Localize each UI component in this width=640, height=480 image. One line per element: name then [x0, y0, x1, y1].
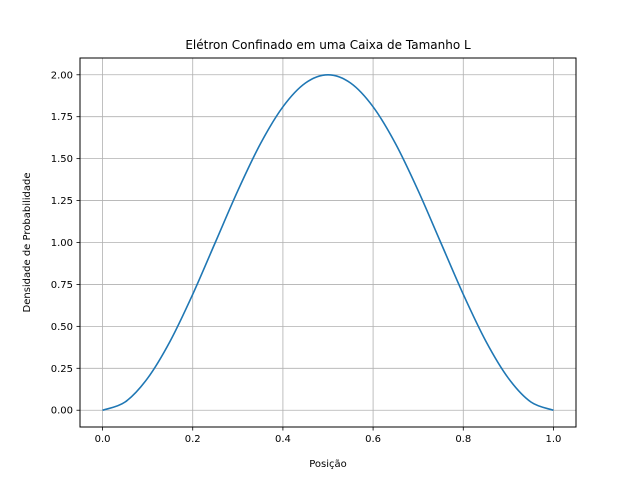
y-tick-label: 1.50: [51, 154, 73, 165]
x-tick-label: 0.6: [365, 434, 381, 445]
x-tick-label: 0.0: [95, 434, 111, 445]
x-tick-label: 0.8: [455, 434, 471, 445]
y-tick-label: 0.00: [51, 406, 73, 417]
y-tick-label: 0.75: [51, 280, 73, 291]
chart-title: Elétron Confinado em uma Caixa de Tamanh…: [185, 38, 471, 52]
y-tick-label: 0.50: [51, 322, 73, 333]
x-tick-label: 0.4: [275, 434, 291, 445]
x-tick-label: 1.0: [546, 434, 562, 445]
ticks: 0.0 0.2 0.4 0.6 0.8 1.0 0.00 0.25 0.50 0.75 1.00 1.…: [51, 70, 562, 445]
y-tick-label: 0.25: [51, 364, 73, 375]
y-tick-label: 1.75: [51, 112, 73, 123]
y-tick-label: 1.25: [51, 196, 73, 207]
y-tick-label: 2.00: [51, 70, 73, 81]
series-layer: [102, 73, 554, 411]
y-tick-label: 1.00: [51, 238, 73, 249]
series-line: [102, 73, 554, 411]
x-tick-label: 0.2: [185, 434, 201, 445]
x-axis-label: Posição: [309, 459, 347, 470]
y-axis-label: Densidade de Probabilidade: [22, 172, 33, 312]
